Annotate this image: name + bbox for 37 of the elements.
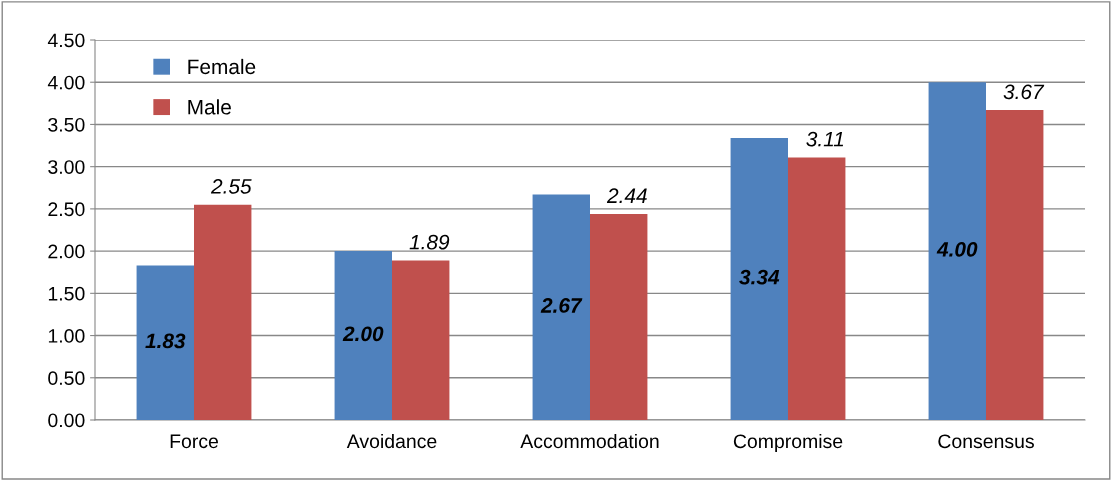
y-tick-label: 0.50 xyxy=(48,371,85,386)
data-label: 2.44 xyxy=(606,188,647,203)
x-tick-label: Compromise xyxy=(733,433,843,453)
data-label: 2.00 xyxy=(342,326,384,342)
data-label: 3.34 xyxy=(739,269,780,285)
legend-label: Female xyxy=(188,58,256,75)
x-tick-label: Avoidance xyxy=(346,433,437,449)
y-tick-label: 2.00 xyxy=(48,244,85,259)
y-tick-label: 3.00 xyxy=(48,160,85,174)
legend-label: Male xyxy=(188,99,231,115)
y-tick-label: 3.50 xyxy=(48,117,85,132)
bar xyxy=(392,260,450,420)
bar xyxy=(590,213,648,420)
bar xyxy=(194,204,252,420)
bar xyxy=(928,82,986,420)
y-tick-label: 1.00 xyxy=(48,329,85,343)
bar xyxy=(334,251,392,420)
bar xyxy=(986,110,1044,420)
bar xyxy=(788,157,846,420)
data-label: 4.00 xyxy=(936,241,978,257)
y-tick-label: 4.50 xyxy=(47,33,85,48)
data-label: 2.55 xyxy=(210,179,252,194)
x-tick-label: Force xyxy=(170,434,218,449)
y-tick-label: 0.00 xyxy=(48,413,85,428)
bar xyxy=(730,137,788,420)
data-label: 1.83 xyxy=(145,333,186,349)
data-label: 1.89 xyxy=(409,234,450,250)
data-label: 3.11 xyxy=(806,131,844,147)
data-label: 3.67 xyxy=(1003,84,1045,100)
bar xyxy=(136,265,194,420)
y-tick-label: 2.50 xyxy=(48,202,85,217)
data-label: 2.67 xyxy=(540,298,583,313)
x-tick-label: Accommodation xyxy=(520,433,659,449)
x-tick-label: Consensus xyxy=(938,434,1034,449)
y-tick-label: 4.00 xyxy=(47,75,85,90)
bar xyxy=(532,194,590,420)
y-tick-label: 1.50 xyxy=(48,286,85,301)
